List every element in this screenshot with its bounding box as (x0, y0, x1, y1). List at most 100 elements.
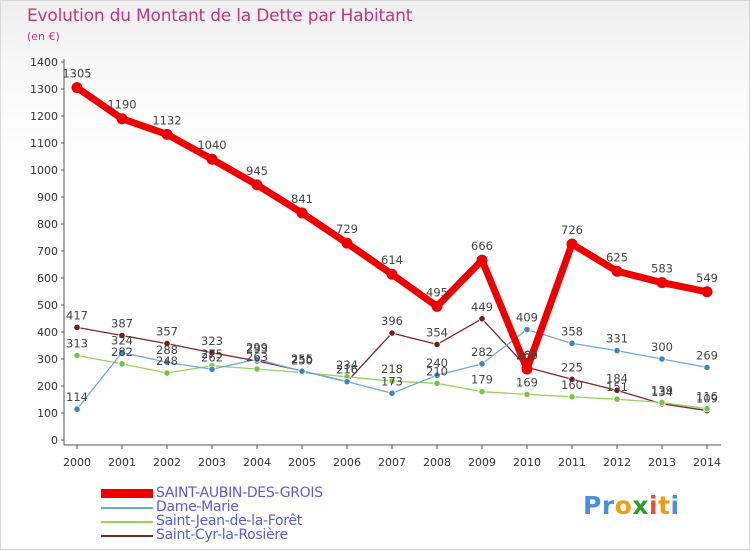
data-label: 262 (201, 350, 223, 364)
y-tick-label: 0 (51, 434, 58, 447)
data-point (251, 179, 263, 191)
legend-item: Dame-Marie (101, 499, 421, 515)
logo-letter: x (632, 491, 649, 520)
data-label: 234 (336, 358, 358, 372)
x-tick-label: 2005 (288, 456, 316, 469)
legend-swatch (101, 507, 153, 509)
data-label: 357 (156, 325, 178, 339)
x-tick-label: 2011 (558, 456, 586, 469)
data-label: 625 (606, 250, 628, 264)
data-point (163, 369, 171, 377)
y-tick-label: 100 (37, 407, 58, 420)
data-point (611, 265, 623, 277)
data-label: 354 (426, 325, 448, 339)
data-point (298, 367, 306, 375)
data-label: 449 (471, 300, 493, 314)
data-label: 666 (471, 239, 493, 253)
data-point (388, 329, 396, 337)
data-point (478, 315, 486, 323)
logo-letter: o (614, 491, 633, 520)
y-tick-label: 800 (37, 218, 58, 231)
data-point (613, 386, 621, 394)
data-label: 409 (516, 311, 538, 325)
data-label: 1305 (62, 67, 91, 81)
proxiti-logo: Proxiti (583, 491, 680, 520)
data-point (478, 360, 486, 368)
data-point (658, 355, 666, 363)
y-tick-label: 400 (37, 326, 58, 339)
data-label: 417 (66, 308, 88, 322)
data-label: 583 (651, 262, 673, 276)
data-label: 841 (291, 192, 313, 206)
data-label: 358 (561, 324, 583, 338)
data-label: 313 (66, 336, 88, 350)
data-label: 210 (426, 364, 448, 378)
data-point (73, 405, 81, 413)
data-point (521, 363, 533, 375)
data-label: 216 (336, 363, 358, 377)
data-label: 263 (516, 348, 538, 362)
y-tick-label: 1000 (30, 164, 58, 177)
data-point (568, 393, 576, 401)
legend-label: Saint-Cyr-la-Rosière (156, 527, 288, 543)
data-label: 173 (381, 374, 403, 388)
data-label: 116 (696, 390, 718, 404)
legend-label: SAINT-AUBIN-DES-GROIS (156, 485, 323, 501)
x-tick-label: 2001 (108, 456, 136, 469)
data-point (433, 371, 441, 379)
data-label: 726 (561, 223, 583, 237)
x-tick-label: 2004 (243, 456, 271, 469)
data-point (343, 378, 351, 386)
data-point (341, 237, 353, 249)
y-tick-label: 1200 (30, 110, 58, 123)
y-tick-label: 300 (37, 353, 58, 366)
data-label: 945 (246, 164, 268, 178)
data-point (613, 347, 621, 355)
x-tick-label: 2009 (468, 456, 496, 469)
data-label: 293 (246, 342, 268, 356)
data-label: 282 (471, 345, 493, 359)
data-point (431, 300, 443, 312)
data-point (253, 355, 261, 363)
data-label: 216 (336, 363, 358, 377)
data-point (208, 365, 216, 373)
data-label: 160 (561, 378, 583, 392)
data-point (118, 331, 126, 340)
y-tick-label: 600 (37, 272, 58, 285)
data-point (523, 390, 531, 398)
data-point (71, 82, 83, 94)
y-tick-label: 200 (37, 380, 58, 393)
data-label: 323 (201, 334, 223, 348)
data-point (161, 128, 173, 140)
data-label: 225 (561, 360, 583, 374)
data-point (478, 388, 486, 396)
data-point (703, 405, 711, 413)
data-label: 114 (66, 390, 88, 404)
data-point (118, 360, 126, 368)
data-label: 1040 (197, 138, 226, 152)
data-point (116, 113, 128, 125)
data-point (73, 323, 81, 332)
x-tick-label: 2006 (333, 456, 361, 469)
data-label: 179 (471, 373, 493, 387)
data-point (296, 207, 308, 219)
data-label: 495 (426, 285, 448, 299)
data-label: 282 (111, 345, 133, 359)
logo-letter: t (658, 491, 671, 520)
data-point (703, 363, 711, 371)
data-label: 169 (516, 375, 538, 389)
data-label: 549 (696, 271, 718, 285)
y-tick-label: 1300 (30, 83, 58, 96)
legend-swatch (101, 535, 153, 537)
x-tick-label: 2013 (648, 456, 676, 469)
legend-item: Saint-Cyr-la-Rosière (101, 527, 421, 543)
y-tick-label: 900 (37, 191, 58, 204)
legend-item: Saint-Jean-de-la-Forêt (101, 513, 421, 529)
data-label: 269 (516, 348, 538, 362)
data-point (163, 358, 171, 366)
x-tick-label: 2008 (423, 456, 451, 469)
x-tick-label: 2003 (198, 456, 226, 469)
data-label: 250 (291, 354, 313, 368)
data-point (388, 389, 396, 397)
